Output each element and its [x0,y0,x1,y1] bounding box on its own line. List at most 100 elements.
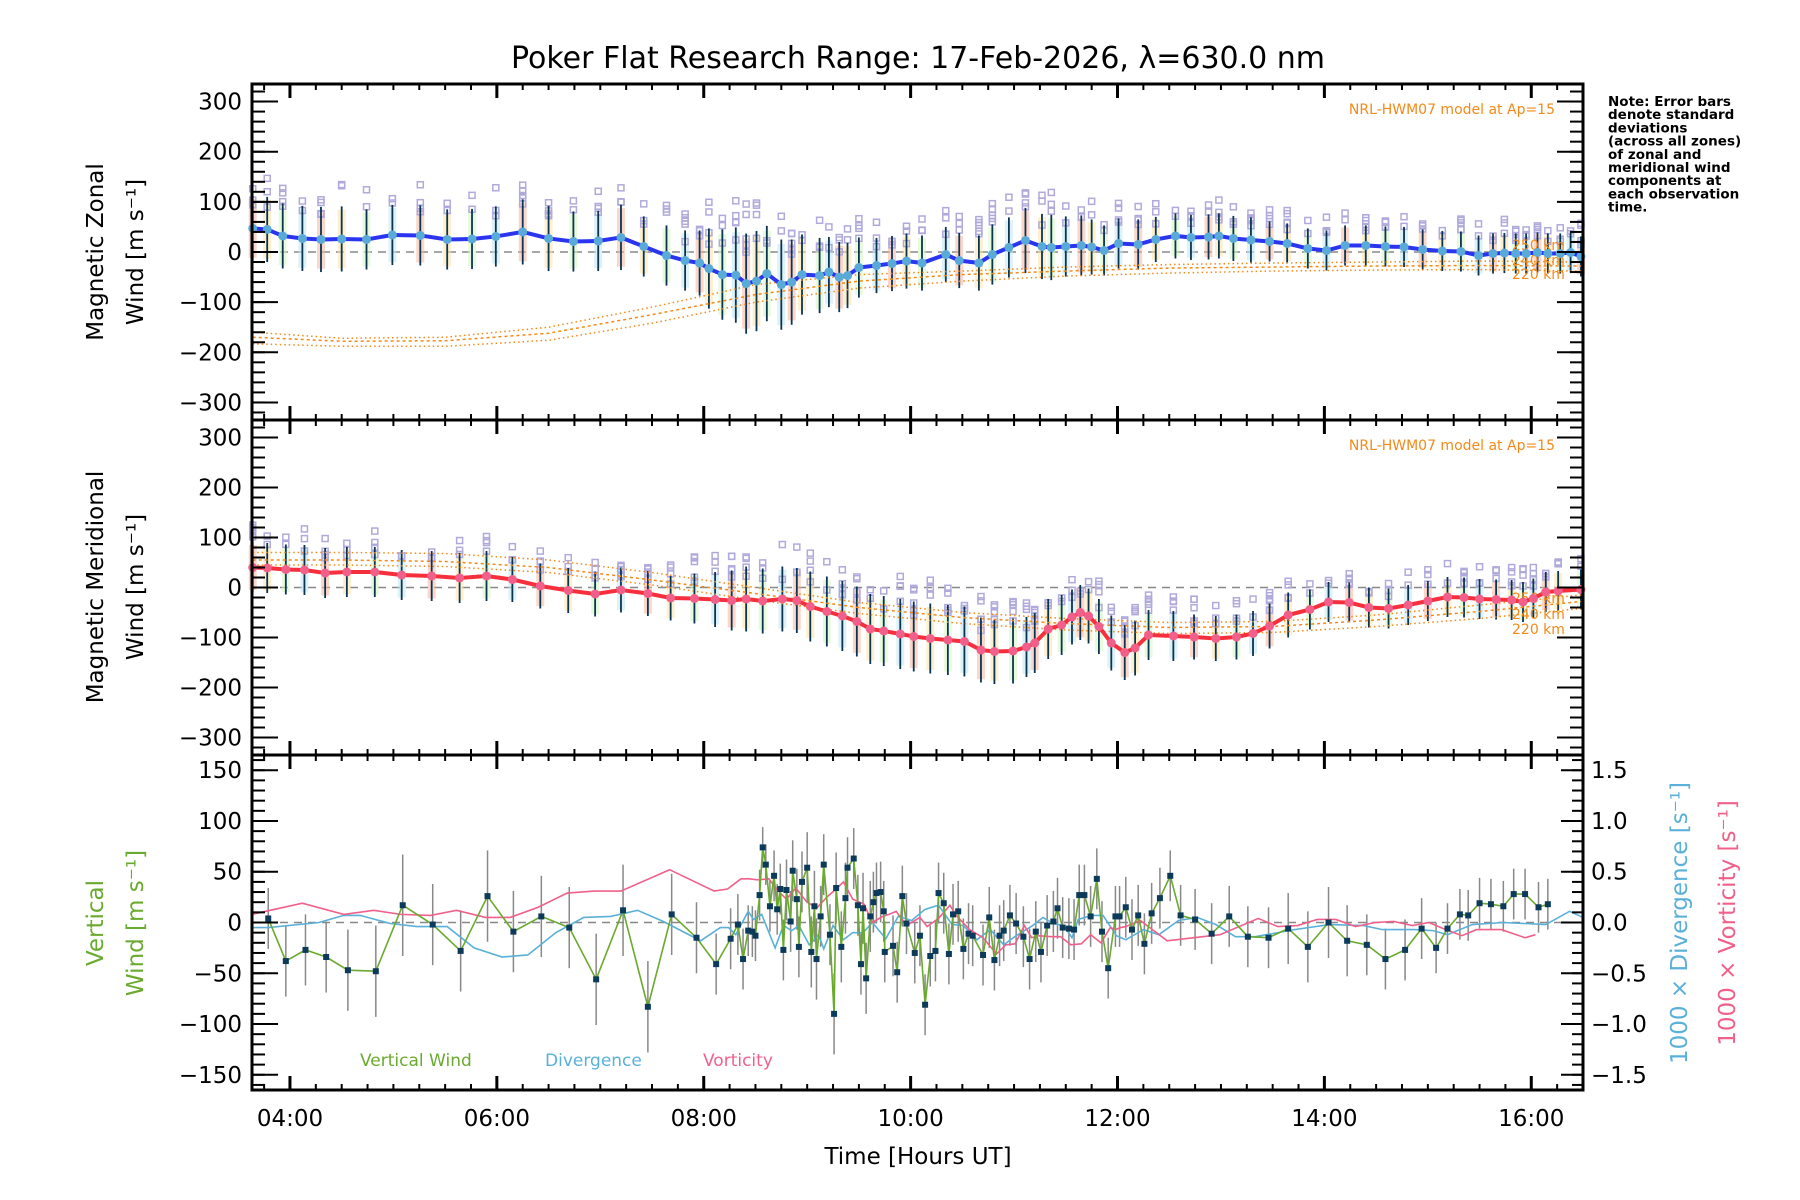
vertical-wind-point [863,975,870,982]
zone-sample-marker [855,224,863,233]
zone-sample-marker [977,592,985,601]
vertical-wind-point [826,931,833,938]
vertical-wind-panel: 1.5 1.0 0.5 0.0 −0.5 −1.0 −1.5 04:00 06:00 08:00 1… [179,753,1647,1132]
zone-sample-marker [1068,575,1076,584]
meridional-ylabel-line2: Wind [m s⁻¹] [123,514,149,660]
zone-sample-marker [690,554,699,562]
zone-sample-marker [944,589,952,597]
wind-point [710,595,720,604]
zone-sample-marker [1460,567,1468,576]
note-line: Note: Error bars [1608,94,1731,110]
y-tick-label: −200 [179,676,242,702]
vertical-wind-point [1544,901,1551,908]
zone-sample-marker [758,559,767,567]
wind-point [1511,249,1521,259]
wind-point [1399,242,1409,252]
wind-point [1403,600,1413,610]
zone-sample-marker [815,216,824,225]
wind-point [1305,605,1315,614]
wind-point [1030,638,1040,648]
y-tick-label: −50 [193,961,242,987]
wind-point [704,264,714,274]
wind-point [1106,638,1116,648]
zone-sample-marker [362,202,371,211]
vertical-wind-point [644,1003,651,1010]
zone-sample-marker [639,200,648,208]
zone-sample-marker [666,563,675,571]
wind-point [1543,249,1553,259]
zone-sample-marker [1169,593,1178,601]
wind-point [1061,241,1071,251]
zone-sample-marker [1249,595,1257,603]
zone-sample-marker [1114,199,1123,208]
zone-sample-marker [732,218,740,226]
wind-point [1418,244,1428,254]
zone-sample-marker [1152,199,1160,208]
wind-point [1442,592,1452,602]
vertical-wind-point [1026,956,1033,963]
y2-tick-label: −0.5 [1591,961,1647,987]
vertical-wind-point [777,886,784,892]
wind-point [1532,248,1542,258]
wind-point [689,594,699,603]
zone-sample-marker [1474,220,1483,228]
wind-point [278,231,288,241]
zone-sample-marker [536,547,545,555]
wind-point [1067,612,1077,622]
vertical-wind-point [745,927,752,934]
zone-sample-marker [1114,204,1123,212]
zone-sample-marker [1283,209,1291,218]
vertical-wind-point [793,896,800,903]
wind-point [1248,629,1258,638]
zone-sample-marker [977,597,985,605]
wind-point [1555,249,1565,259]
zone-sample-marker [705,198,713,207]
y-tick-label: 0 [227,240,242,266]
vertical-wind-point [860,905,867,912]
zone-sample-marker [1341,209,1349,217]
wind-point [1344,598,1354,607]
vertical-wind-point [789,867,796,874]
zone-sample-marker [298,197,307,205]
zone-sample-marker [777,227,786,235]
wind-point [387,230,397,240]
vertical-wind-point [1076,892,1083,899]
vertical-wind-point [867,913,874,920]
wind-point [695,258,705,268]
wind-point [666,593,676,603]
zone-sample-marker [455,546,464,555]
zone-sample-marker [1144,591,1153,599]
zone-sample-marker [1047,200,1056,209]
wind-point [1283,610,1293,620]
wind-point [1057,620,1067,630]
zone-sample-marker [263,174,271,183]
y-tick-label: −100 [179,290,242,316]
legend-vertical-wind: Vertical Wind [360,1051,472,1071]
vertical-wind-point [1522,891,1529,898]
wind-point [1459,593,1469,602]
vertical-wind-point [831,1010,838,1017]
zone-sample-marker [711,551,719,560]
model-label: NRL-HWM07 model at Ap=15 [1349,102,1555,118]
zone-sample-marker [1345,569,1353,578]
wind-point [1204,232,1214,242]
wind-point [1186,232,1196,242]
vertical-wind-point [890,942,897,949]
note-line: deviations [1608,120,1687,136]
vertical-wind-point [965,930,972,937]
model-curve-240-km [252,264,1581,343]
note-line: of zonal and [1608,147,1701,163]
zone-sample-marker [944,584,952,593]
wind-point [792,596,802,605]
wind-point [865,624,875,634]
wind-point [1114,238,1124,248]
wind-point [1144,630,1154,640]
wind-point [1075,608,1085,617]
vertical-wind-point [980,951,987,958]
zone-sample-marker [778,540,787,549]
vertical-wind-point [1128,926,1135,933]
zone-sample-marker [990,608,999,616]
zone-sample-marker [732,197,740,205]
zone-sample-marker [482,538,491,547]
